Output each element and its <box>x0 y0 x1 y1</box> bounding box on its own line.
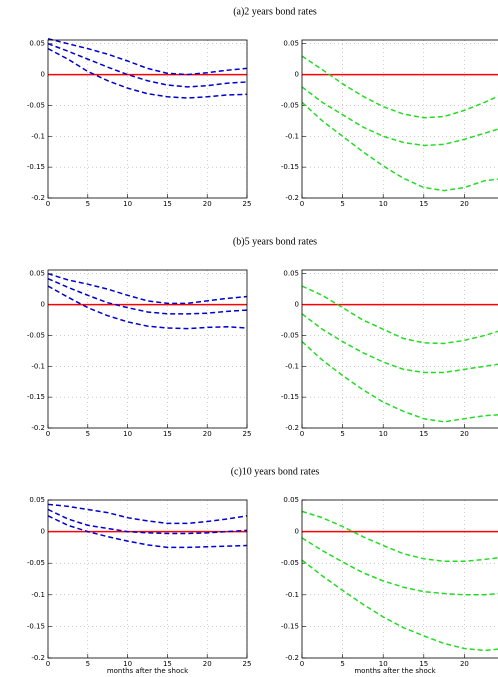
series-line <box>301 537 498 596</box>
y-tick-label: -0.2 <box>285 194 299 202</box>
series-line <box>47 277 248 315</box>
y-tick-label: -0.15 <box>281 163 299 171</box>
plot-frame <box>301 499 498 659</box>
x-tick-label: 15 <box>419 430 428 438</box>
x-tick-label: 25 <box>243 660 252 668</box>
x-tick-label: 0 <box>300 430 304 438</box>
row-title: (b)5 years bond rates <box>233 236 317 247</box>
x-tick-label: 25 <box>243 200 252 208</box>
x-tick-label: 0 <box>46 430 50 438</box>
x-tick-label: 0 <box>300 660 304 668</box>
x-tick-label: 0 <box>46 660 50 668</box>
plot-frame <box>47 499 248 659</box>
y-tick-label: 0.05 <box>283 270 299 278</box>
plot-frame <box>47 269 248 429</box>
y-tick-label: 0.05 <box>29 270 45 278</box>
plot-frame <box>47 39 248 199</box>
row-title: (a)2 years bond rates <box>233 6 317 17</box>
series-line <box>47 47 248 99</box>
x-tick-label: 20 <box>460 430 469 438</box>
series-line <box>301 86 498 147</box>
x-tick-label: 15 <box>419 660 428 668</box>
y-tick-label: 0 <box>295 301 299 309</box>
y-tick-label: -0.15 <box>27 163 45 171</box>
series-line <box>47 42 248 88</box>
x-tick-label: 20 <box>460 660 469 668</box>
y-tick-label: 0 <box>295 71 299 79</box>
x-tick-label: 10 <box>123 430 132 438</box>
y-tick-label: -0.05 <box>27 101 45 109</box>
series-line <box>47 508 248 535</box>
x-tick-label: 0 <box>46 200 50 208</box>
y-tick-label: -0.15 <box>281 393 299 401</box>
y-tick-label: -0.2 <box>31 194 45 202</box>
series-line <box>301 559 498 652</box>
x-tick-label: 25 <box>243 430 252 438</box>
series-line <box>301 313 498 374</box>
x-tick-label: 10 <box>123 660 132 668</box>
x-tick-label: 15 <box>419 200 428 208</box>
y-tick-label: -0.05 <box>281 331 299 339</box>
y-tick-label: -0.2 <box>285 424 299 432</box>
series-line <box>47 272 248 305</box>
y-tick-label: 0.05 <box>283 40 299 48</box>
y-tick-label: -0.05 <box>281 101 299 109</box>
x-axis-label: months after the shock <box>107 667 189 675</box>
x-tick-label: 0 <box>300 200 304 208</box>
y-tick-label: -0.15 <box>281 622 299 630</box>
series-line <box>301 285 498 345</box>
x-tick-label: 15 <box>163 660 172 668</box>
y-tick-label: -0.1 <box>285 132 299 140</box>
series-line <box>47 38 248 76</box>
y-tick-label: 0.05 <box>29 40 45 48</box>
x-tick-label: 5 <box>86 660 90 668</box>
series-line <box>47 515 248 549</box>
y-tick-label: 0 <box>295 528 299 536</box>
y-tick-label: -0.05 <box>281 559 299 567</box>
x-tick-label: 5 <box>340 430 344 438</box>
x-tick-label: 20 <box>203 660 212 668</box>
y-tick-label: -0.1 <box>285 362 299 370</box>
x-tick-label: 20 <box>460 200 469 208</box>
y-tick-label: -0.2 <box>31 424 45 432</box>
x-tick-label: 15 <box>163 200 172 208</box>
x-axis-label: months after the shock <box>354 667 436 675</box>
x-tick-label: 5 <box>340 660 344 668</box>
plot-frame <box>301 269 498 429</box>
y-tick-label: -0.1 <box>31 132 45 140</box>
x-tick-label: 10 <box>379 430 388 438</box>
x-tick-label: 15 <box>163 430 172 438</box>
x-tick-label: 5 <box>86 200 90 208</box>
y-tick-label: -0.15 <box>27 393 45 401</box>
x-tick-label: 10 <box>123 200 132 208</box>
series-line <box>47 285 248 330</box>
row-title: (c)10 years bond rates <box>231 466 320 477</box>
y-tick-label: 0.05 <box>283 496 299 504</box>
x-tick-label: 20 <box>203 200 212 208</box>
x-tick-label: 5 <box>340 200 344 208</box>
y-tick-label: -0.2 <box>285 654 299 662</box>
y-tick-label: -0.1 <box>285 591 299 599</box>
series-line <box>301 510 498 563</box>
y-tick-label: -0.15 <box>27 622 45 630</box>
series-line <box>47 503 248 525</box>
y-tick-label: 0 <box>41 71 45 79</box>
y-tick-label: 0 <box>41 528 45 536</box>
x-tick-label: 5 <box>86 430 90 438</box>
y-tick-label: -0.05 <box>27 331 45 339</box>
y-tick-label: -0.2 <box>31 654 45 662</box>
series-line <box>301 341 498 423</box>
y-tick-label: -0.1 <box>31 591 45 599</box>
y-tick-label: 0 <box>41 301 45 309</box>
x-tick-label: 10 <box>379 200 388 208</box>
plot-frame <box>301 39 498 199</box>
series-line <box>301 101 498 192</box>
x-tick-label: 20 <box>203 430 212 438</box>
series-line <box>301 55 498 119</box>
x-tick-label: 10 <box>379 660 388 668</box>
y-tick-label: 0.05 <box>29 496 45 504</box>
y-tick-label: -0.05 <box>27 559 45 567</box>
y-tick-label: -0.1 <box>31 362 45 370</box>
